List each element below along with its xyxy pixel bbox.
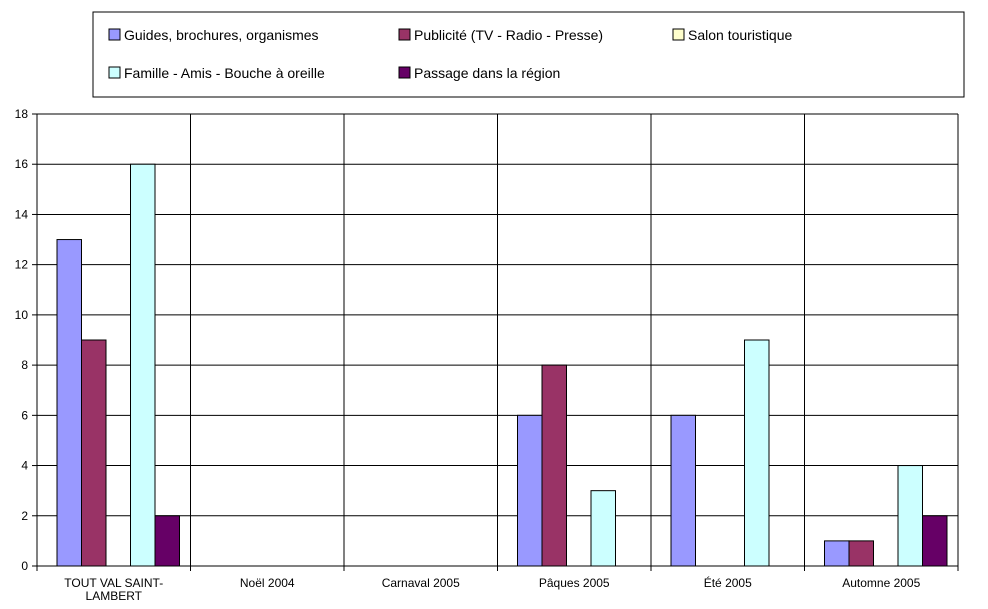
bar bbox=[670, 414, 696, 567]
y-tick-label: 16 bbox=[15, 157, 29, 171]
bar bbox=[541, 364, 567, 567]
axes bbox=[32, 113, 958, 571]
category-label: Pâques 2005 bbox=[539, 576, 610, 590]
bar bbox=[590, 490, 616, 567]
category-label: Automne 2005 bbox=[842, 576, 920, 590]
y-tick-label: 2 bbox=[21, 509, 28, 523]
bar bbox=[848, 540, 874, 567]
y-tick-label: 14 bbox=[15, 207, 29, 221]
legend-label: Famille - Amis - Bouche à oreille bbox=[124, 65, 325, 81]
category-label: TOUT VAL SAINT-LAMBERT bbox=[64, 576, 163, 603]
legend-swatch bbox=[398, 66, 411, 79]
y-tick-label: 8 bbox=[21, 358, 28, 372]
y-tick-label: 4 bbox=[21, 459, 28, 473]
legend-swatch bbox=[108, 66, 121, 79]
bar bbox=[922, 515, 948, 567]
legend: Guides, brochures, organismes Publicité (… bbox=[92, 11, 965, 98]
legend-swatch bbox=[672, 28, 685, 41]
bar bbox=[130, 163, 156, 567]
y-tick-label: 12 bbox=[15, 258, 29, 272]
bar bbox=[897, 465, 923, 567]
legend-label: Publicité (TV - Radio - Presse) bbox=[414, 27, 603, 43]
category-label: Été 2005 bbox=[704, 575, 752, 590]
bar bbox=[824, 540, 850, 567]
category-label: Carnaval 2005 bbox=[382, 576, 460, 590]
y-tick-label: 6 bbox=[21, 408, 28, 422]
y-tick-label: 0 bbox=[21, 559, 28, 573]
legend-label: Guides, brochures, organismes bbox=[124, 27, 319, 43]
bar bbox=[56, 239, 82, 567]
legend-label: Salon touristique bbox=[688, 27, 793, 43]
category-labels: TOUT VAL SAINT-LAMBERT Noël 2004 Carnaval … bbox=[64, 575, 920, 603]
bar bbox=[744, 339, 770, 567]
y-tick-labels: 0 2 4 6 8 10 12 14 16 18 bbox=[15, 107, 29, 573]
bar bbox=[517, 414, 543, 567]
gridlines bbox=[37, 113, 959, 571]
y-tick-label: 10 bbox=[15, 308, 29, 322]
legend-swatch bbox=[108, 28, 121, 41]
bars bbox=[56, 163, 948, 567]
legend-box bbox=[92, 11, 965, 98]
bar bbox=[81, 339, 107, 567]
y-tick-label: 18 bbox=[15, 107, 29, 121]
bar bbox=[154, 515, 180, 567]
category-label: Noël 2004 bbox=[240, 576, 295, 590]
legend-label: Passage dans la région bbox=[414, 65, 560, 81]
legend-swatch bbox=[398, 28, 411, 41]
